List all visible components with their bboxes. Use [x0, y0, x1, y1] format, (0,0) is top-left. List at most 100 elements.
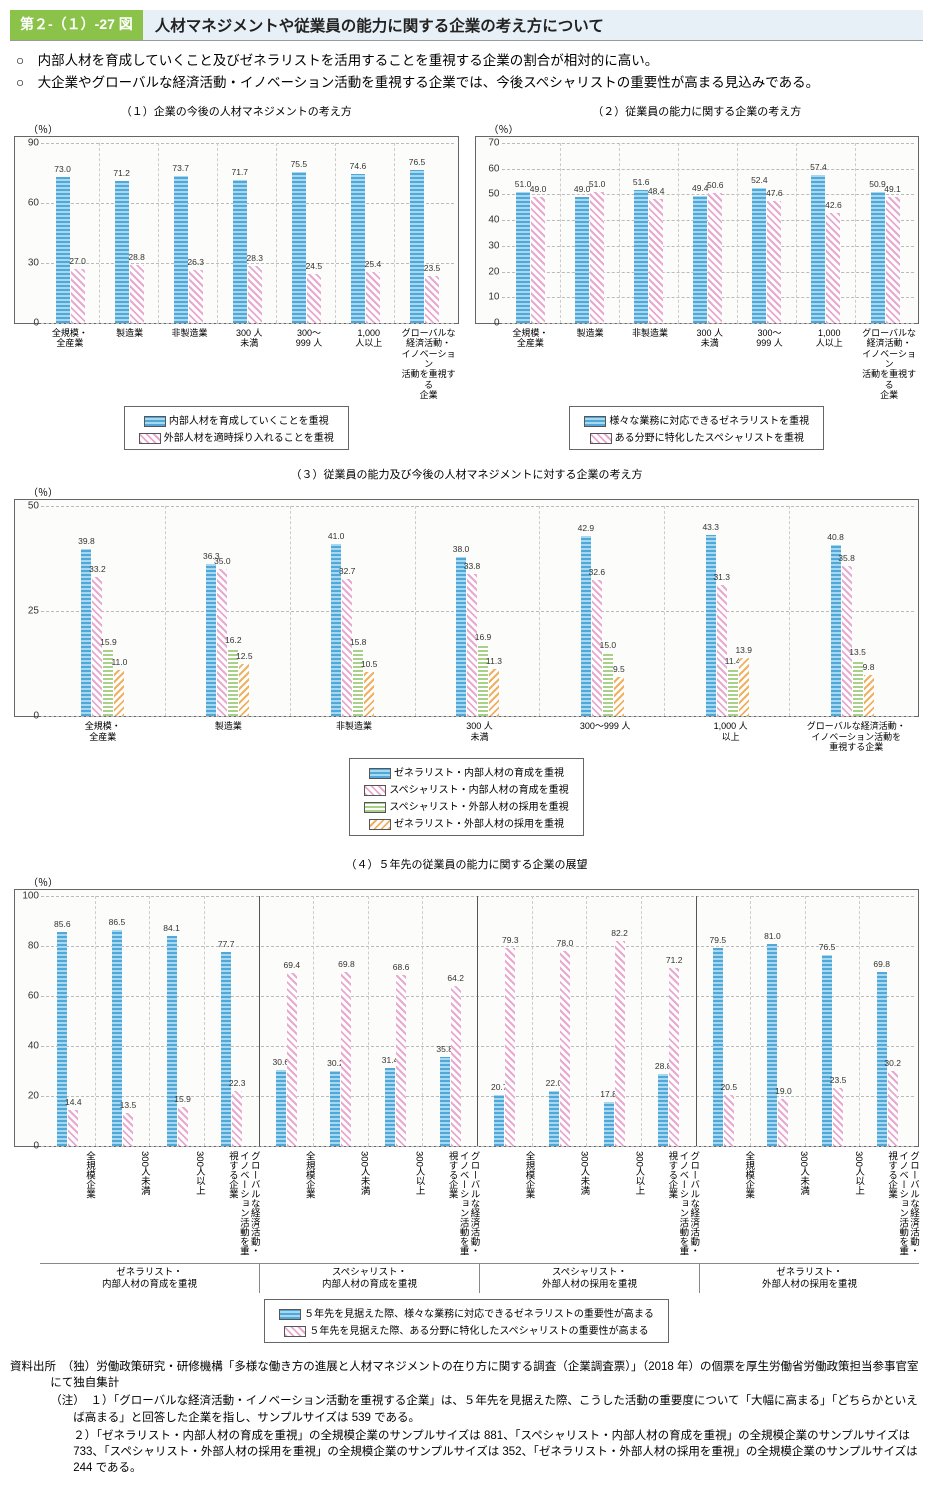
bar: 81.0 — [767, 944, 777, 1147]
bullet-2: ○ 大企業やグローバルな経済活動・イノベーション活動を重視する企業では、今後スペ… — [16, 71, 917, 91]
bar: 57.4 — [811, 175, 825, 323]
bar: 10.5 — [364, 672, 374, 716]
x-label: 全規模企業 — [480, 1151, 535, 1261]
legend-item: ゼネラリスト・外部人材の採用を重視 — [369, 815, 564, 830]
bar: 39.8 — [81, 549, 91, 716]
x-label: 非製造業 — [291, 721, 417, 752]
legend-item: 外部人材を適時採り入れることを重視 — [139, 429, 334, 444]
bar: 22.0 — [549, 1091, 559, 1146]
figure-header: 第２-（１）-27 図 人材マネジメントや従業員の能力に関する企業の考え方につい… — [10, 10, 923, 41]
section-label: ゼネラリスト・ 内部人材の育成を重視 — [40, 1264, 260, 1293]
x-label: 製造業 — [100, 328, 160, 400]
x-label: 全規模企業 — [40, 1151, 95, 1261]
bar: 9.8 — [864, 675, 874, 716]
x-label: 300人以上 — [809, 1151, 864, 1261]
bar: 79.3 — [505, 948, 515, 1146]
source-notes: 資料出所 （独）労働政策研究・研修機構「多様な働き方の進展と人材マネジメントの在… — [10, 1359, 923, 1476]
bar: 22.3 — [232, 1091, 242, 1147]
x-label: 全規模・ 全産業 — [40, 721, 166, 752]
note-2: ２）「ゼネラリスト・内部人材の育成を重視」の全規模企業のサンプルサイズは 881… — [73, 1428, 923, 1476]
bar: 17.8 — [604, 1102, 614, 1147]
x-label: グローバルな経済活動・イノベーション活動を重視する企業 — [644, 1151, 699, 1261]
bar: 14.4 — [68, 1110, 78, 1146]
summary-bullets: ○ 内部人材を育成していくこと及びゼネラリストを活用することを重視する企業の割合… — [16, 49, 917, 91]
bar: 25.4 — [366, 272, 380, 323]
bar: 19.0 — [778, 1099, 788, 1147]
bar: 30.6 — [276, 1070, 286, 1147]
bar: 35.8 — [440, 1057, 450, 1147]
bar: 51.0 — [516, 192, 530, 323]
bar: 23.5 — [833, 1088, 843, 1147]
figure-title: 人材マネジメントや従業員の能力に関する企業の考え方について — [143, 10, 923, 40]
bar: 24.5 — [307, 274, 321, 323]
bar: 74.6 — [351, 174, 365, 323]
legend-item: ゼネラリスト・内部人材の育成を重視 — [369, 764, 564, 779]
bar: 40.8 — [831, 545, 841, 716]
x-label: 300人未満 — [534, 1151, 589, 1261]
legend-item: スペシャリスト・外部人材の採用を重視 — [364, 798, 568, 813]
bar: 20.7 — [494, 1095, 504, 1147]
bar: 79.5 — [713, 948, 723, 1147]
legend-item: ある分野に特化したスペシャリストを重視 — [590, 429, 804, 444]
bar: 48.4 — [649, 199, 663, 323]
bar: 28.8 — [658, 1074, 668, 1146]
bar: 15.0 — [603, 653, 613, 716]
x-label: 非製造業 — [160, 328, 220, 400]
bar: 47.6 — [767, 201, 781, 323]
legend-item: ５年先を見据えた際、様々な業務に対応できるゼネラリストの重要性が高まる — [279, 1305, 654, 1320]
bar: 11.4 — [728, 669, 738, 717]
bar: 71.2 — [115, 181, 129, 323]
chart-3: （３）従業員の能力及び今後の人材マネジメントに対する企業の考え方 （％） 025… — [10, 466, 923, 842]
chart-3-title: （３）従業員の能力及び今後の人材マネジメントに対する企業の考え方 — [10, 466, 923, 482]
bar: 52.4 — [752, 188, 766, 323]
bar: 77.7 — [221, 952, 231, 1146]
x-label: グローバルな 経済活動・ イノベーション 活動を重視する 企業 — [859, 328, 919, 400]
x-label: 300人未満 — [315, 1151, 370, 1261]
section-label: スペシャリスト・ 内部人材の育成を重視 — [260, 1264, 480, 1293]
bar: 64.2 — [451, 986, 461, 1146]
bar: 42.6 — [826, 213, 840, 323]
bar: 35.8 — [842, 566, 852, 716]
x-label: 1,000 人 以上 — [668, 721, 794, 752]
legend-item: ５年先を見据えた際、ある分野に特化したスペシャリストの重要性が高まる — [284, 1322, 648, 1337]
chart-4: （４）５年先の従業員の能力に関する企業の展望 （％） 0204060801008… — [10, 856, 923, 1349]
bar: 13.5 — [853, 660, 863, 717]
x-label: 非製造業 — [620, 328, 680, 400]
x-label: 300人以上 — [150, 1151, 205, 1261]
x-label: 全規模企業 — [699, 1151, 754, 1261]
x-label: 300 人 未満 — [680, 328, 740, 400]
x-label: グローバルな経済活動・ イノベーション活動を 重視する企業 — [793, 721, 919, 752]
bar: 30.2 — [888, 1071, 898, 1147]
bar: 71.2 — [669, 968, 679, 1146]
bar: 28.8 — [130, 265, 144, 323]
bar: 50.6 — [708, 193, 722, 323]
bar: 28.3 — [248, 266, 262, 323]
bar: 30.2 — [330, 1071, 340, 1147]
x-label: 300～ 999 人 — [279, 328, 339, 400]
x-label: 全規模企業 — [260, 1151, 315, 1261]
chart-2-title: （２）従業員の能力に関する企業の考え方 — [471, 103, 924, 119]
bar: 31.3 — [717, 585, 727, 716]
bar: 51.0 — [590, 192, 604, 323]
bar: 33.8 — [467, 574, 477, 716]
bar: 73.0 — [56, 177, 70, 323]
bar: 75.5 — [292, 172, 306, 323]
bar: 49.0 — [531, 197, 545, 323]
bar: 42.9 — [581, 536, 591, 716]
chart-1: （１）企業の今後の人材マネジメントの考え方 （％） 030609073.027.… — [10, 103, 463, 456]
bar: 43.3 — [706, 535, 716, 717]
section-label: スペシャリスト・ 外部人材の採用を重視 — [480, 1264, 700, 1293]
x-label: 300人未満 — [754, 1151, 809, 1261]
bar: 38.0 — [456, 557, 466, 717]
chart-2-ylabel: （％） — [489, 121, 924, 136]
bar: 85.6 — [57, 932, 67, 1146]
bar: 32.7 — [342, 579, 352, 716]
x-label: 300人以上 — [589, 1151, 644, 1261]
chart-4-ylabel: （％） — [28, 874, 923, 889]
x-label: 製造業 — [166, 721, 292, 752]
legend-item: 内部人材を育成していくことを重視 — [144, 412, 329, 427]
bullet-1: ○ 内部人材を育成していくこと及びゼネラリストを活用することを重視する企業の割合… — [16, 49, 917, 69]
x-label: グローバルな経済活動・イノベーション活動を重視する企業 — [864, 1151, 919, 1261]
bar: 11.3 — [489, 669, 499, 716]
x-label: 300 人 未満 — [417, 721, 543, 752]
